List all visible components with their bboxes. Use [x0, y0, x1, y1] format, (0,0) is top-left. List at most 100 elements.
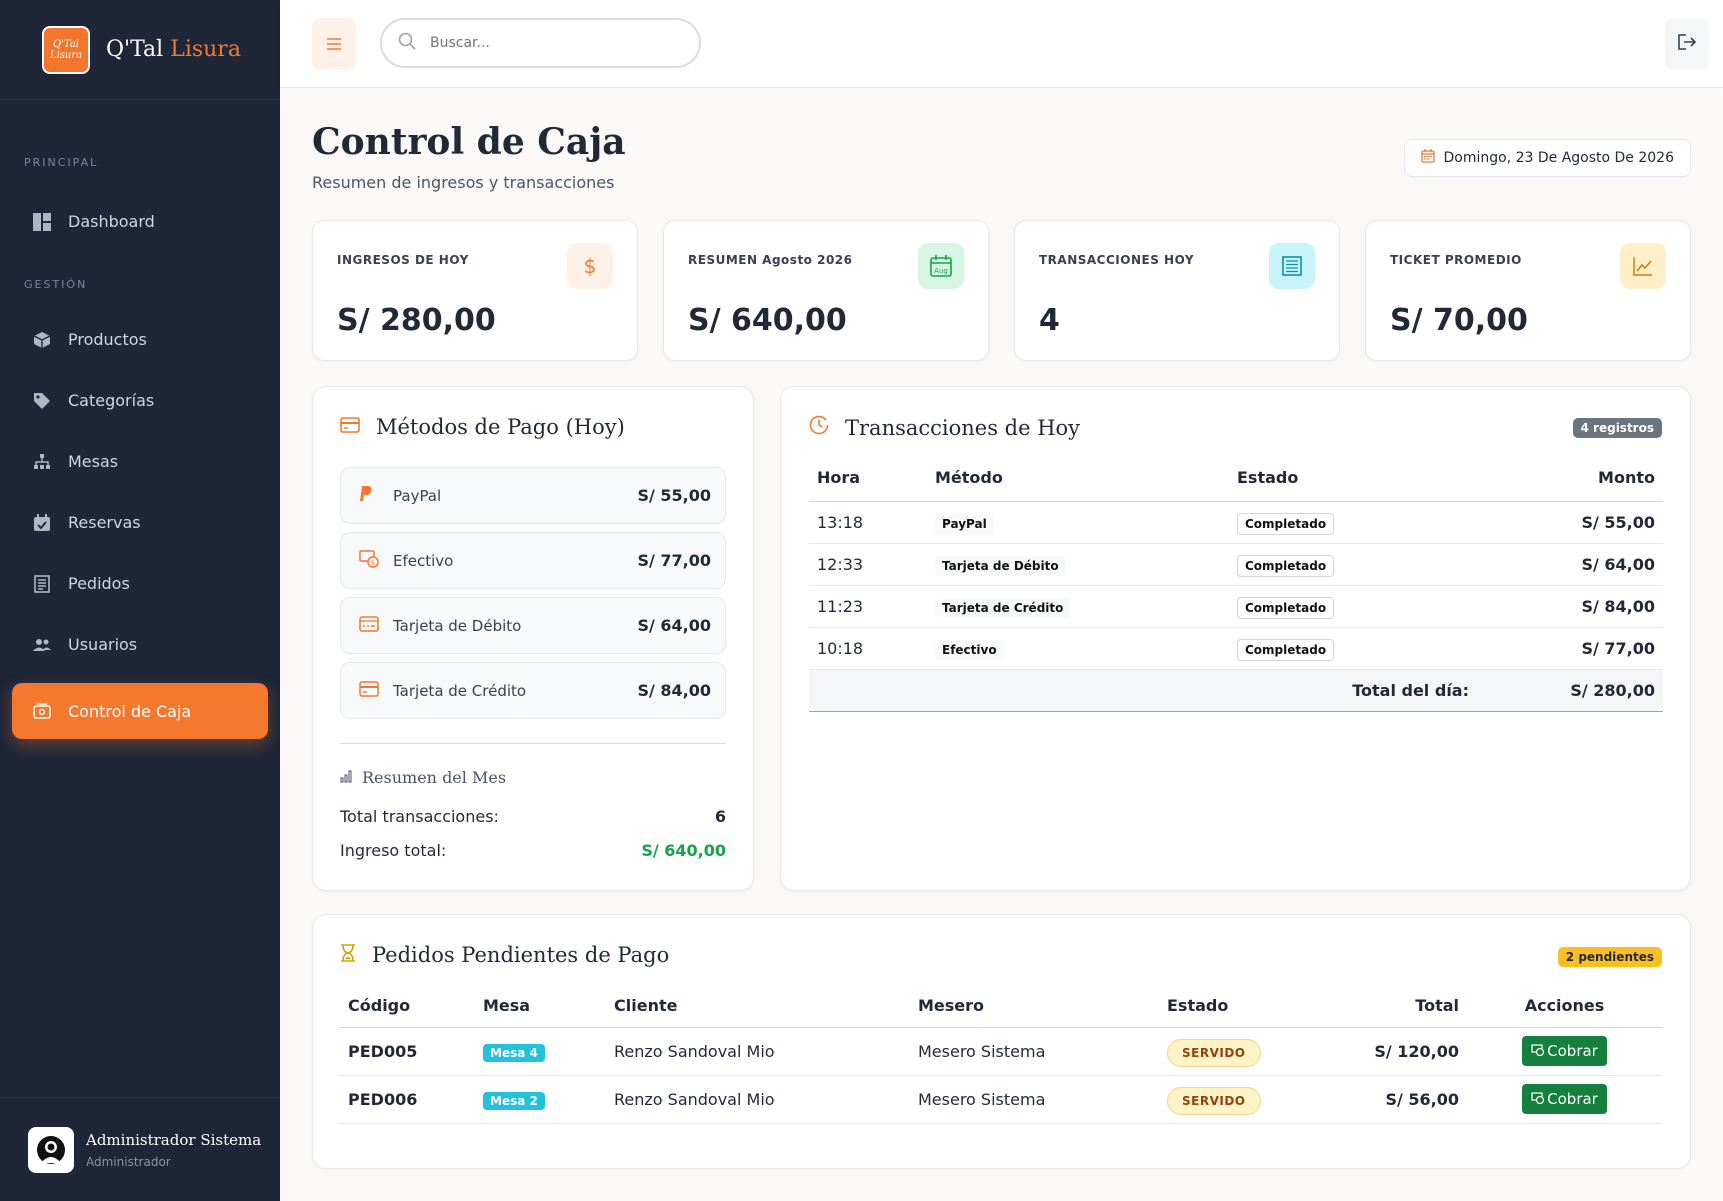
- money-icon: [1531, 1042, 1545, 1060]
- svg-text:$: $: [371, 559, 375, 567]
- status-tag: Completado: [1237, 638, 1335, 661]
- hourglass-icon: [340, 943, 356, 967]
- table-row: 13:18 PayPal Completado S/ 55,00: [809, 501, 1663, 544]
- table-row: 11:23 Tarjeta de Crédito Completado S/ 8…: [809, 585, 1663, 628]
- chart-line-icon: [1620, 243, 1666, 289]
- stat-label: TICKET PROMEDIO: [1390, 253, 1522, 267]
- sidebar-item-reservas[interactable]: Reservas: [12, 500, 268, 545]
- user-profile[interactable]: Administrador Sistema Administrador: [0, 1097, 280, 1201]
- credit-card-icon: [359, 680, 383, 701]
- month-total-income: Ingreso total: S/ 640,00: [340, 841, 726, 860]
- sidebar-item-control-de-caja[interactable]: Control de Caja: [12, 683, 268, 739]
- pending-orders-card: Pedidos Pendientes de Pago 2 pendientes …: [312, 914, 1691, 1169]
- sidebar-item-usuarios[interactable]: Usuarios: [12, 622, 268, 667]
- payment-method-credito: Tarjeta de Crédito S/ 84,00: [340, 662, 726, 719]
- dollar-icon: $: [567, 243, 613, 289]
- sidebar-item-label: Usuarios: [68, 635, 138, 654]
- brand[interactable]: Q'Tal Lisura Q'Tal Lisura: [0, 0, 280, 100]
- stat-value: 4: [1039, 303, 1060, 338]
- nav-section-gestion: GESTIÓN: [24, 278, 88, 291]
- money-icon: [1531, 1090, 1545, 1108]
- logout-icon: [1677, 33, 1697, 55]
- payment-method-debito: Tarjeta de Débito S/ 64,00: [340, 597, 726, 654]
- user-name: Administrador Sistema: [86, 1130, 262, 1149]
- status-tag: Completado: [1237, 596, 1335, 619]
- table-row: 10:18 Efectivo Completado S/ 77,00: [809, 627, 1663, 670]
- stat-value: S/ 640,00: [688, 303, 847, 338]
- search-input[interactable]: [430, 35, 670, 51]
- stat-label: INGRESOS DE HOY: [337, 253, 469, 267]
- calendar-check-icon: [32, 513, 52, 533]
- sidebar-item-label: Categorías: [68, 391, 155, 410]
- sidebar-item-label: Dashboard: [68, 212, 155, 231]
- method-tag: Tarjeta de Débito: [935, 555, 1066, 576]
- bar-chart-icon: [340, 768, 354, 787]
- stat-card-transacciones-hoy: TRANSACCIONES HOY 4: [1014, 220, 1340, 361]
- stat-value: S/ 70,00: [1390, 303, 1528, 338]
- records-count-badge: 4 registros: [1572, 418, 1662, 438]
- column-header: Cliente: [606, 985, 910, 1028]
- status-badge: SERVIDO: [1167, 1038, 1261, 1067]
- sidebar-item-label: Pedidos: [68, 574, 130, 593]
- receipt-icon: [32, 574, 52, 594]
- column-header: Método: [927, 455, 1229, 502]
- sidebar: Q'Tal Lisura Q'Tal Lisura PRINCIPAL Dashb…: [0, 0, 280, 1201]
- cobrar-button[interactable]: Cobrar: [1522, 1036, 1607, 1066]
- dashboard-icon: [32, 212, 52, 232]
- table-row: PED006 Mesa 2 Renzo Sandoval Mio Mesero …: [340, 1075, 1662, 1124]
- pending-orders-table: Código Mesa Cliente Mesero Estado Total …: [340, 985, 1662, 1124]
- sidebar-item-mesas[interactable]: Mesas: [12, 439, 268, 484]
- hamburger-icon: [327, 34, 341, 55]
- cash-register-icon: [32, 701, 52, 721]
- method-tag: Tarjeta de Crédito: [935, 597, 1071, 618]
- svg-text:Aug: Aug: [934, 267, 948, 275]
- total-value: S/ 280,00: [1469, 669, 1663, 712]
- stat-card-resumen-mes: RESUMEN Agosto 2026 S/ 640,00 Aug: [663, 220, 989, 361]
- column-header: Total: [1309, 985, 1467, 1028]
- brand-name: Q'Tal Lisura: [106, 37, 241, 62]
- main-content: Control de Caja Resumen de ingresos y tr…: [280, 89, 1723, 1201]
- status-tag: Completado: [1237, 512, 1335, 535]
- sidebar-item-label: Productos: [68, 330, 147, 349]
- sitemap-icon: [32, 452, 52, 472]
- search-box[interactable]: [380, 18, 701, 68]
- tag-icon: [32, 391, 52, 411]
- table-badge: Mesa 2: [483, 1091, 545, 1110]
- pending-count-badge: 2 pendientes: [1557, 947, 1662, 967]
- sidebar-item-dashboard[interactable]: Dashboard: [12, 199, 268, 244]
- column-header: Mesa: [475, 985, 606, 1028]
- payment-methods-card: Métodos de Pago (Hoy) PayPal S/ 55,00 $ …: [312, 386, 754, 891]
- logout-button[interactable]: [1665, 18, 1709, 70]
- status-badge: SERVIDO: [1167, 1086, 1261, 1115]
- card-title: Transacciones de Hoy: [809, 415, 1080, 440]
- clock-icon: [809, 415, 829, 440]
- stat-card-ticket-promedio: TICKET PROMEDIO S/ 70,00: [1365, 220, 1691, 361]
- stat-label: TRANSACCIONES HOY: [1039, 253, 1195, 267]
- column-header: Acciones: [1467, 985, 1662, 1028]
- column-header: Monto: [1469, 455, 1663, 502]
- payment-method-paypal: PayPal S/ 55,00: [340, 467, 726, 524]
- table-badge: Mesa 4: [483, 1043, 545, 1062]
- sidebar-item-label: Mesas: [68, 452, 119, 471]
- cobrar-button[interactable]: Cobrar: [1522, 1084, 1607, 1114]
- box-icon: [32, 330, 52, 350]
- users-icon: [32, 635, 52, 655]
- brand-logo: Q'Tal Lisura: [42, 25, 90, 74]
- nav-section-principal: PRINCIPAL: [24, 156, 99, 169]
- sidebar-item-productos[interactable]: Productos: [12, 317, 268, 362]
- current-date: Domingo, 23 De Agosto De 2026: [1443, 150, 1674, 166]
- cash-icon: $: [359, 549, 383, 572]
- month-total-transactions: Total transacciones: 6: [340, 807, 726, 826]
- status-tag: Completado: [1237, 554, 1335, 577]
- sidebar-item-pedidos[interactable]: Pedidos: [12, 561, 268, 606]
- card-title: Métodos de Pago (Hoy): [340, 415, 625, 439]
- column-header: Estado: [1159, 985, 1309, 1028]
- sidebar-item-categorias[interactable]: Categorías: [12, 378, 268, 423]
- payment-method-efectivo: $ Efectivo S/ 77,00: [340, 532, 726, 589]
- menu-toggle-button[interactable]: [312, 18, 356, 70]
- calendar-icon: Aug: [918, 243, 964, 289]
- total-label: Total del día:: [1229, 669, 1469, 712]
- stat-card-ingresos-hoy: INGRESOS DE HOY S/ 280,00 $: [312, 220, 638, 361]
- divider: [340, 743, 726, 744]
- list-icon: [1269, 243, 1315, 289]
